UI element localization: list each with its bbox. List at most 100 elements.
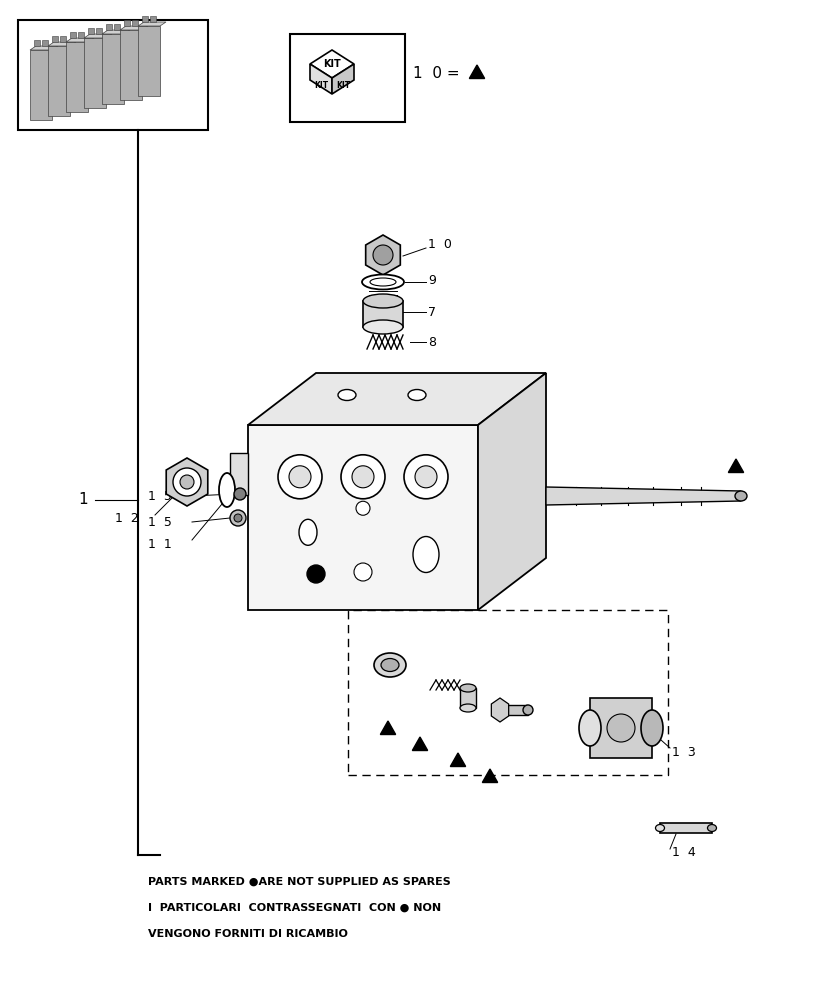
Bar [150, 16, 156, 22]
Ellipse shape [579, 710, 601, 746]
Circle shape [173, 468, 201, 496]
Text: 8: 8 [428, 336, 436, 349]
Text: KIT: KIT [336, 82, 350, 91]
Ellipse shape [413, 536, 439, 572]
Circle shape [234, 488, 246, 500]
Ellipse shape [362, 274, 404, 290]
Polygon shape [482, 769, 498, 782]
Bar [70, 32, 76, 38]
Ellipse shape [523, 705, 533, 715]
Text: VENGONO FORNITI DI RICAMBIO: VENGONO FORNITI DI RICAMBIO [148, 929, 348, 939]
Text: KIT: KIT [314, 82, 328, 91]
Circle shape [356, 501, 370, 515]
Ellipse shape [460, 684, 476, 692]
Bar [348, 610, 668, 775]
Ellipse shape [338, 389, 356, 400]
Circle shape [230, 510, 246, 526]
Ellipse shape [707, 824, 716, 832]
Text: 1  0 =: 1 0 = [413, 66, 459, 82]
Text: KIT: KIT [323, 59, 341, 69]
Polygon shape [491, 698, 508, 722]
Polygon shape [310, 64, 332, 94]
Ellipse shape [381, 658, 399, 672]
Bar [18, 20, 208, 130]
Ellipse shape [655, 824, 664, 832]
Polygon shape [66, 38, 94, 42]
Circle shape [373, 245, 393, 265]
Bar [500, 705, 528, 715]
Polygon shape [310, 50, 354, 78]
Ellipse shape [735, 491, 747, 501]
Polygon shape [102, 34, 124, 104]
Ellipse shape [370, 278, 396, 286]
Polygon shape [120, 26, 148, 30]
Polygon shape [102, 30, 130, 34]
Polygon shape [478, 373, 546, 610]
Polygon shape [248, 373, 546, 425]
Polygon shape [380, 721, 396, 734]
Bar [142, 16, 148, 22]
Bar [78, 32, 84, 38]
Circle shape [307, 565, 325, 583]
Polygon shape [30, 46, 58, 50]
Bar [290, 34, 405, 122]
Bar [42, 40, 48, 46]
Polygon shape [138, 22, 166, 26]
Circle shape [354, 563, 372, 581]
Circle shape [341, 455, 385, 499]
Polygon shape [30, 50, 52, 120]
Text: 1  5: 1 5 [148, 489, 172, 502]
Text: 1  5: 1 5 [148, 516, 172, 528]
Bar [363, 301, 403, 327]
Polygon shape [332, 64, 354, 94]
Text: I  PARTICOLARI  CONTRASSEGNATI  CON ● NON: I PARTICOLARI CONTRASSEGNATI CON ● NON [148, 903, 441, 913]
Polygon shape [546, 487, 741, 505]
Circle shape [289, 466, 311, 488]
Ellipse shape [363, 294, 403, 308]
Ellipse shape [408, 389, 426, 400]
Text: 1  3: 1 3 [672, 746, 696, 758]
Bar [460, 688, 476, 708]
Text: PARTS MARKED ●ARE NOT SUPPLIED AS SPARES: PARTS MARKED ●ARE NOT SUPPLIED AS SPARES [148, 877, 450, 887]
Circle shape [404, 455, 448, 499]
Ellipse shape [299, 519, 317, 545]
Text: 1  4: 1 4 [672, 846, 696, 858]
Bar [52, 36, 58, 42]
Polygon shape [48, 42, 76, 46]
Polygon shape [469, 65, 485, 79]
Bar [88, 28, 94, 34]
Polygon shape [366, 235, 401, 275]
Polygon shape [729, 459, 743, 473]
Circle shape [234, 514, 242, 522]
Polygon shape [66, 42, 88, 112]
Circle shape [278, 455, 322, 499]
Polygon shape [450, 753, 466, 766]
Text: 1  0: 1 0 [428, 238, 452, 251]
Polygon shape [84, 38, 106, 108]
Text: 9: 9 [428, 273, 436, 286]
Polygon shape [120, 30, 142, 100]
Bar [96, 28, 102, 34]
Ellipse shape [363, 320, 403, 334]
Polygon shape [84, 34, 112, 38]
Bar [124, 20, 130, 26]
Circle shape [607, 714, 635, 742]
Polygon shape [412, 737, 428, 750]
Polygon shape [48, 46, 70, 116]
Text: 1  2: 1 2 [115, 512, 139, 524]
Text: 7: 7 [428, 306, 436, 318]
Ellipse shape [460, 704, 476, 712]
Bar [106, 24, 112, 30]
Bar [34, 40, 40, 46]
Polygon shape [230, 453, 248, 495]
Bar [114, 24, 120, 30]
Bar [132, 20, 138, 26]
Circle shape [352, 466, 374, 488]
Text: 1: 1 [78, 492, 87, 508]
Polygon shape [138, 26, 160, 96]
Ellipse shape [374, 653, 406, 677]
Bar [590, 698, 652, 758]
Text: 1  1: 1 1 [148, 538, 171, 550]
Bar [60, 36, 66, 42]
Polygon shape [248, 425, 478, 610]
